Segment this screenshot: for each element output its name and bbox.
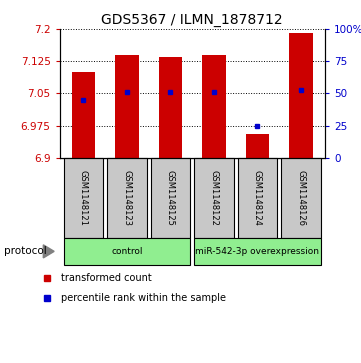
Bar [64, 158, 103, 238]
Text: percentile rank within the sample: percentile rank within the sample [61, 293, 226, 303]
Polygon shape [43, 245, 54, 258]
Bar [238, 158, 277, 238]
Text: GSM1148124: GSM1148124 [253, 170, 262, 226]
Text: GSM1148121: GSM1148121 [79, 170, 88, 226]
Text: GSM1148122: GSM1148122 [209, 170, 218, 226]
Bar [115, 55, 139, 158]
Text: GSM1148126: GSM1148126 [296, 170, 305, 226]
Text: GSM1148123: GSM1148123 [122, 170, 131, 226]
Text: miR-542-3p overexpression: miR-542-3p overexpression [195, 247, 319, 256]
Text: GSM1148125: GSM1148125 [166, 170, 175, 226]
Bar [151, 158, 190, 238]
Text: control: control [111, 247, 143, 256]
Bar [64, 238, 190, 265]
Bar [158, 57, 182, 158]
Bar [195, 158, 234, 238]
Bar [108, 158, 147, 238]
Bar [245, 134, 269, 158]
Text: transformed count: transformed count [61, 273, 152, 283]
Bar [202, 55, 226, 158]
Bar [289, 33, 313, 158]
Bar [71, 72, 95, 158]
Title: GDS5367 / ILMN_1878712: GDS5367 / ILMN_1878712 [101, 13, 283, 26]
Bar [282, 158, 321, 238]
Text: protocol: protocol [4, 246, 46, 256]
Bar [195, 238, 321, 265]
